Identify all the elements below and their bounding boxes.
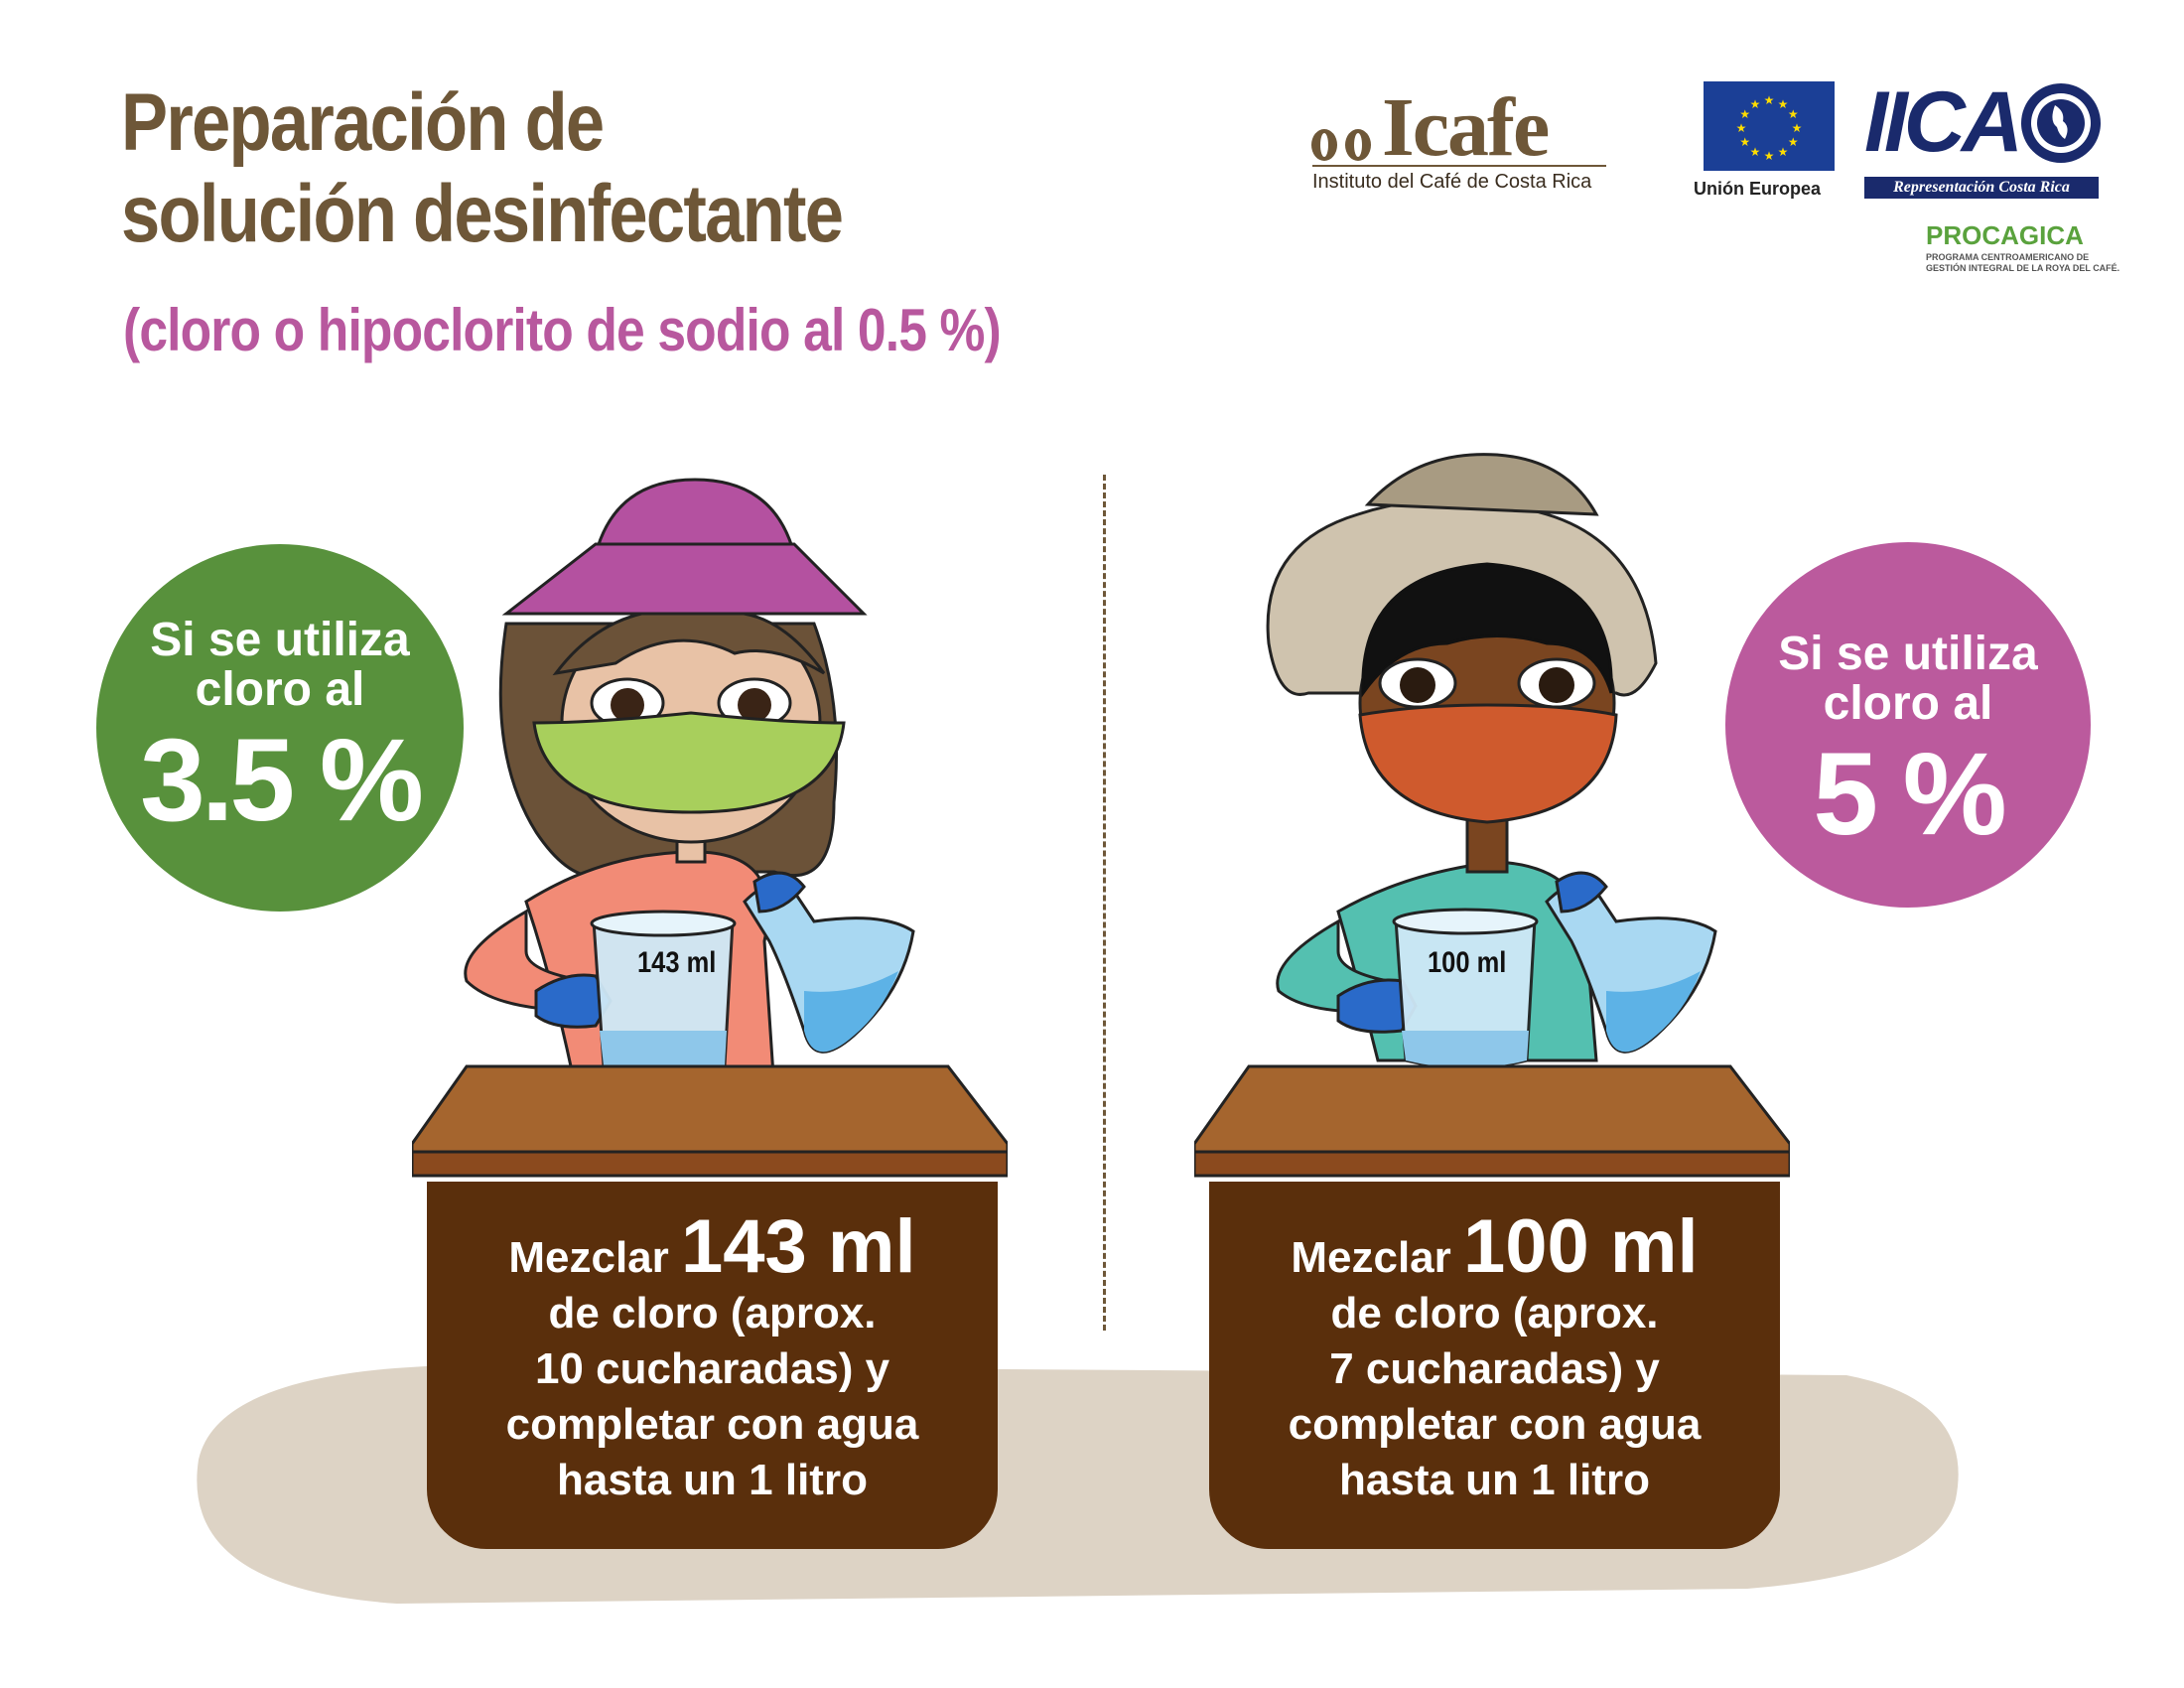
left-text-line2: de cloro (aprox. <box>548 1289 877 1337</box>
left-instruction-panel: Mezclar 143 ml de cloro (aprox. 10 cucha… <box>427 1182 998 1549</box>
woman-with-purple-hat-icon <box>464 478 915 1092</box>
icafe-logo: Icafe Instituto del Café de Costa Rica <box>1308 79 1606 209</box>
beaker-icon <box>1392 908 1539 1069</box>
man-with-straw-hat-icon <box>1266 453 1717 1069</box>
coffee-beans-icon <box>1311 129 1371 161</box>
left-text-prefix: Mezclar <box>508 1233 669 1282</box>
eu-star-icon: ★ <box>1764 149 1775 163</box>
right-table-top <box>1194 1064 1790 1178</box>
icafe-tagline: Instituto del Café de Costa Rica <box>1312 171 1592 193</box>
left-text-line5: hasta un 1 litro <box>557 1456 868 1504</box>
flask-icon <box>743 871 915 1054</box>
iica-logo: IICA Representación Costa Rica <box>1864 74 2103 199</box>
right-beaker-label: 100 ml <box>1428 946 1507 979</box>
beaker-icon <box>590 910 737 1074</box>
right-text-line3: 7 cucharadas) y <box>1329 1344 1660 1393</box>
right-text-line2: de cloro (aprox. <box>1330 1289 1659 1337</box>
badge-left-line1: Si se utiliza <box>150 614 410 666</box>
left-table-top <box>412 1064 1008 1178</box>
procagica-logo: PROCAGICA <box>1926 220 2084 250</box>
procagica-tagline: PROGRAMA CENTROAMERICANO DE GESTIÓN INTE… <box>1926 252 2120 273</box>
badge-left: Si se utiliza cloro al 3.5 % <box>96 544 464 912</box>
left-beaker-label: 143 ml <box>637 946 717 979</box>
left-text-amount: 143 ml <box>681 1204 916 1289</box>
flask-icon <box>1545 871 1717 1054</box>
eu-star-icon: ★ <box>1764 93 1775 107</box>
left-text-line3: 10 cucharadas) y <box>534 1344 890 1393</box>
eu-star-icon: ★ <box>1736 121 1747 135</box>
badge-left-percent: 3.5 % <box>140 715 424 846</box>
left-text-line4: completar con agua <box>505 1400 919 1449</box>
eu-star-icon: ★ <box>1739 107 1750 121</box>
eu-star-icon: ★ <box>1788 135 1799 149</box>
badge-right-percent: 5 % <box>1813 729 2006 860</box>
right-text-line5: hasta un 1 litro <box>1339 1456 1650 1504</box>
badge-left-line2: cloro al <box>195 663 365 716</box>
right-instruction-panel: Mezclar 100 ml de cloro (aprox. 7 cuchar… <box>1209 1182 1780 1549</box>
eu-star-icon: ★ <box>1792 121 1803 135</box>
iica-wordmark: IICA <box>1864 74 2023 170</box>
right-text-prefix: Mezclar <box>1291 1233 1451 1282</box>
dashed-divider <box>1103 475 1106 1331</box>
title-line-1: Preparación de <box>121 77 605 168</box>
eu-star-icon: ★ <box>1750 97 1761 111</box>
badge-right: Si se utiliza cloro al 5 % <box>1725 542 2091 908</box>
eu-flag-icon: ★ ★ ★ ★ ★ ★ ★ ★ ★ ★ ★ ★ <box>1704 81 1835 171</box>
eu-label: Unión Europea <box>1694 179 1822 199</box>
page-subtitle: (cloro o hipoclorito de sodio al 0.5 %) <box>123 297 1002 363</box>
eu-star-icon: ★ <box>1739 135 1750 149</box>
icafe-wordmark: Icafe <box>1382 81 1550 174</box>
badge-right-line2: cloro al <box>1823 677 1993 730</box>
iica-tagline: Representación Costa Rica <box>1864 177 2099 199</box>
eu-star-icon: ★ <box>1778 97 1789 111</box>
badge-right-line1: Si se utiliza <box>1778 628 2038 680</box>
page-title: Preparación de solución desinfectante <box>121 77 844 260</box>
right-text-line4: completar con agua <box>1288 1400 1702 1449</box>
eu-star-icon: ★ <box>1788 107 1799 121</box>
title-line-2: solución desinfectante <box>121 169 844 259</box>
icafe-divider <box>1312 165 1606 167</box>
globe-icon <box>2021 83 2101 163</box>
eu-star-icon: ★ <box>1750 145 1761 159</box>
eu-star-icon: ★ <box>1778 145 1789 159</box>
right-text-amount: 100 ml <box>1463 1204 1699 1289</box>
